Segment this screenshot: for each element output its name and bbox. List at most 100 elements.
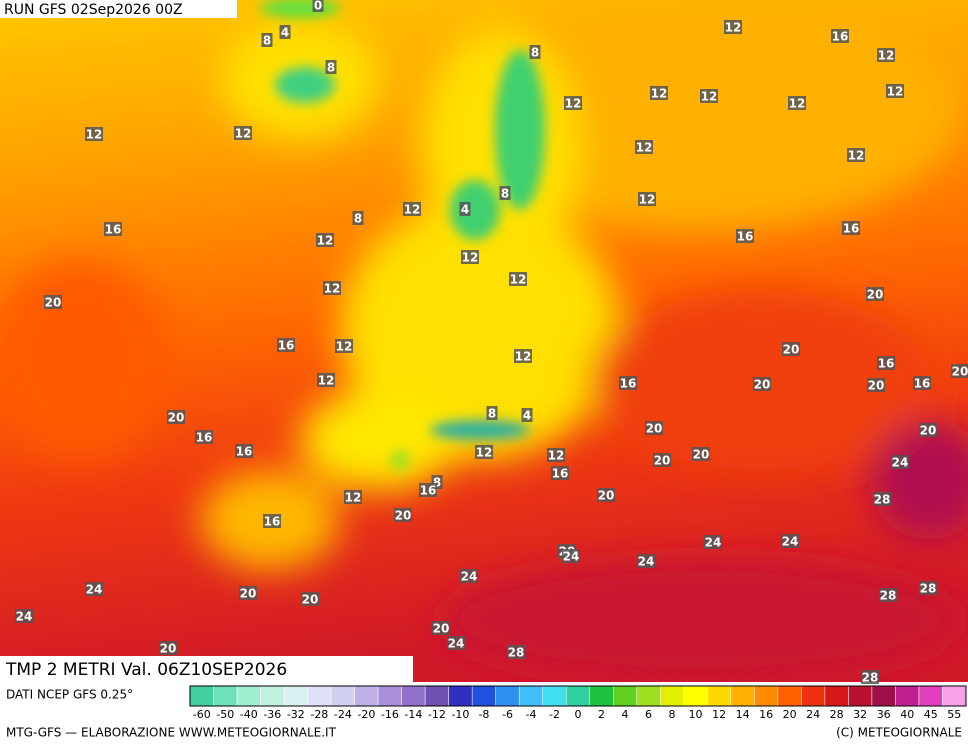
colorbar-label: 0 bbox=[575, 708, 582, 721]
contour-label: 8 bbox=[327, 61, 335, 75]
contour-label: 16 bbox=[236, 445, 253, 459]
label-box bbox=[159, 641, 177, 655]
contour-label: 12 bbox=[404, 203, 421, 217]
colorbar-label: -16 bbox=[381, 708, 399, 721]
label-box bbox=[459, 202, 471, 216]
colorbar-label: 2 bbox=[598, 708, 605, 721]
color-swatch bbox=[895, 685, 920, 707]
color-swatch bbox=[377, 685, 402, 707]
label-box bbox=[460, 569, 478, 583]
contour-label: 8 bbox=[531, 46, 539, 60]
contour-label: 16 bbox=[878, 357, 895, 371]
contour-label: 20 bbox=[45, 296, 62, 310]
contour-label: 24 bbox=[782, 535, 799, 549]
color-swatch bbox=[824, 685, 849, 707]
contour-label: 12 bbox=[476, 446, 493, 460]
contour-label: 12 bbox=[548, 449, 565, 463]
colorbar-label: 45 bbox=[924, 708, 938, 721]
colorbar-label: -2 bbox=[549, 708, 560, 721]
contour-label: 16 bbox=[264, 515, 281, 529]
colorbar-label: -28 bbox=[310, 708, 328, 721]
colorbar-label: -20 bbox=[357, 708, 375, 721]
label-box bbox=[447, 636, 465, 650]
contour-label: 24 bbox=[563, 550, 580, 564]
colorbar-label: 55 bbox=[947, 708, 961, 721]
contour-label: 12 bbox=[515, 350, 532, 364]
colorbar-label: 16 bbox=[759, 708, 773, 721]
label-box bbox=[279, 25, 291, 39]
contour-label: 20 bbox=[160, 642, 177, 656]
colorbar-label: 8 bbox=[669, 708, 676, 721]
label-box bbox=[239, 586, 257, 600]
footer-title-box bbox=[0, 656, 413, 683]
contour-label: 20 bbox=[754, 378, 771, 392]
color-swatch bbox=[495, 685, 520, 707]
label-box bbox=[263, 514, 281, 528]
colorbar-label: -50 bbox=[216, 708, 234, 721]
contour-label: 20 bbox=[920, 424, 937, 438]
colorbar-label: 36 bbox=[877, 708, 891, 721]
label-box bbox=[167, 410, 185, 424]
label-box bbox=[499, 186, 511, 200]
contour-label: 12 bbox=[86, 128, 103, 142]
label-box bbox=[638, 192, 656, 206]
label-box bbox=[951, 364, 968, 378]
contour-label: 16 bbox=[914, 377, 931, 391]
label-box bbox=[312, 0, 324, 12]
label-box bbox=[335, 339, 353, 353]
label-box bbox=[344, 490, 362, 504]
colorbar: -60 -50 -40 -36 -32 -28 -24 -20 -16 -14 -12 -10 -8 -6… bbox=[189, 685, 967, 721]
temperature-field bbox=[0, 0, 968, 680]
colorbar-label: -24 bbox=[334, 708, 352, 721]
contour-label: 16 bbox=[552, 467, 569, 481]
label-box bbox=[877, 356, 895, 370]
label-box bbox=[886, 84, 904, 98]
color-swatch bbox=[636, 685, 661, 707]
contour-label: 16 bbox=[420, 484, 437, 498]
label-box bbox=[637, 554, 655, 568]
contour-label: 16 bbox=[196, 431, 213, 445]
label-box bbox=[514, 349, 532, 363]
label-box bbox=[419, 483, 437, 497]
contour-label: 20 bbox=[783, 343, 800, 357]
color-swatch bbox=[730, 685, 755, 707]
label-box bbox=[352, 211, 364, 225]
colorbar-label: 6 bbox=[645, 708, 652, 721]
label-box bbox=[781, 534, 799, 548]
color-swatch bbox=[660, 685, 685, 707]
contour-label: 16 bbox=[737, 230, 754, 244]
color-swatch bbox=[871, 685, 896, 707]
label-box bbox=[325, 60, 337, 74]
contour-label: 12 bbox=[651, 87, 668, 101]
contour-label: 12 bbox=[510, 273, 527, 287]
contour-label: 20 bbox=[395, 509, 412, 523]
contour-label: 24 bbox=[86, 583, 103, 597]
contour-label: 16 bbox=[105, 223, 122, 237]
color-swatch bbox=[401, 685, 426, 707]
color-swatch bbox=[236, 685, 261, 707]
contour-label: 20 bbox=[433, 622, 450, 636]
color-swatch bbox=[848, 685, 873, 707]
label-box bbox=[403, 202, 421, 216]
label-box bbox=[85, 127, 103, 141]
source: DATI NCEP GFS 0.25° bbox=[6, 688, 133, 702]
color-swatch bbox=[707, 685, 732, 707]
label-box bbox=[195, 430, 213, 444]
label-box bbox=[847, 148, 865, 162]
label-box bbox=[277, 338, 295, 352]
colorbar-label: -6 bbox=[502, 708, 513, 721]
color-swatch bbox=[777, 685, 802, 707]
label-box bbox=[919, 581, 937, 595]
run-title: RUN GFS 02Sep2026 00Z bbox=[4, 2, 183, 18]
colorbar-label: 4 bbox=[622, 708, 629, 721]
colorbar-frame bbox=[189, 685, 967, 707]
contour-label: 20 bbox=[302, 593, 319, 607]
color-swatch bbox=[189, 685, 214, 707]
contour-label: 8 bbox=[433, 476, 441, 490]
color-swatch bbox=[213, 685, 238, 707]
contour-label: 12 bbox=[878, 49, 895, 63]
contour-label: 20 bbox=[868, 379, 885, 393]
label-box bbox=[704, 535, 722, 549]
